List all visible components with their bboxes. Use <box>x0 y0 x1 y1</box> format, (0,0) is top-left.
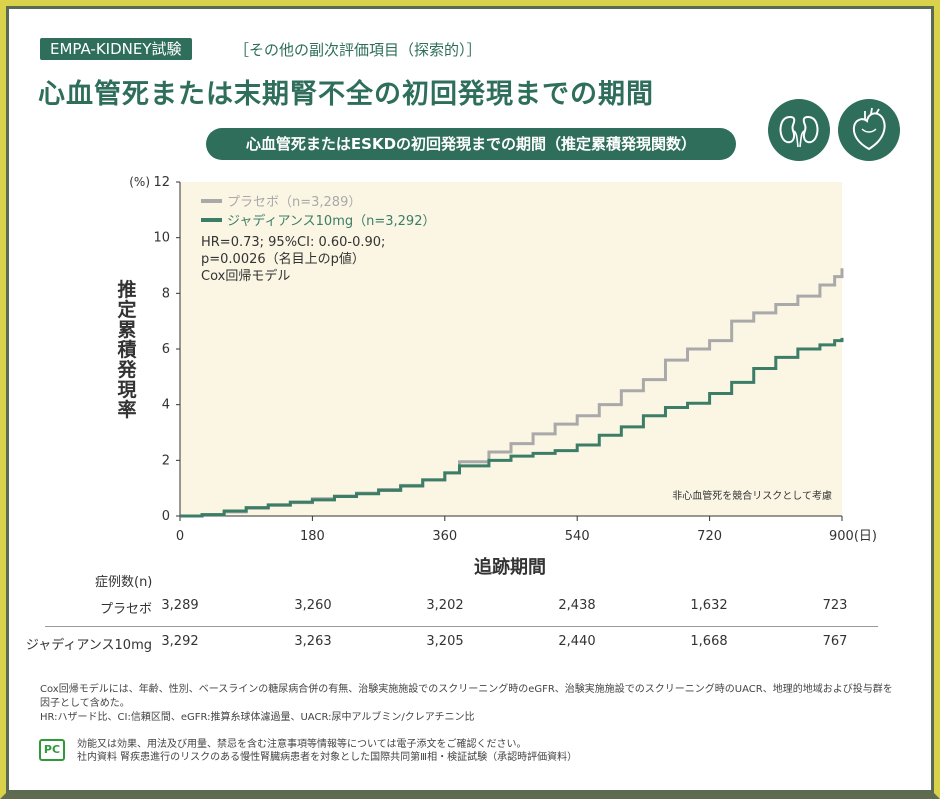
heart-icon <box>838 99 900 161</box>
page-title: 心血管死または末期腎不全の初回発現までの期間 <box>38 79 654 110</box>
risk-cell: 2,438 <box>558 598 596 613</box>
footnote-cox: Cox回帰モデルには、年齢、性別、ベースラインの糖尿病合併の有無、治験実施施設で… <box>40 684 893 709</box>
risk-cell: 3,289 <box>161 598 199 613</box>
risk-cell: 723 <box>822 598 848 613</box>
risk-cell: 3,292 <box>161 634 199 649</box>
cumulative-incidence-chart: 0 2 4 6 8 10 12(%) 0 180 360 540 720 900(日) プラセボ（n=3,… <box>129 175 877 544</box>
stat-annotation: Cox回帰モデル <box>201 268 290 284</box>
footnote-abbreviations: HR:ハザード比、CI:信頼区間、eGFR:推算糸球体濾過量、UACR:尿中アル… <box>40 712 475 723</box>
y-axis-title: 推定累積発現率 <box>117 279 137 421</box>
x-tick-label: 0 <box>176 529 184 544</box>
risk-cell: 2,440 <box>558 634 596 649</box>
footnotes: Cox回帰モデルには、年齢、性別、ベースラインの糖尿病合併の有無、治験実施施設で… <box>40 683 900 725</box>
footer-line-1: 効能又は効果、用法及び用量、禁忌を含む注意事項等情報等については電子添文をご確認… <box>77 739 527 750</box>
risk-cell: 3,202 <box>426 598 464 613</box>
x-tick-label: 900(日) <box>829 529 877 544</box>
y-tick-label: 12 <box>153 175 170 190</box>
legend-label: プラセボ（n=3,289） <box>227 195 361 210</box>
plot-area <box>180 182 842 516</box>
x-tick-label: 180 <box>300 529 325 544</box>
risk-cell: 3,260 <box>294 598 332 613</box>
x-tick-label: 360 <box>432 529 457 544</box>
kidney-icon <box>768 99 830 161</box>
competing-risk-note: 非心血管死を競合リスクとして考慮 <box>672 489 832 502</box>
x-tick-label: 720 <box>697 529 722 544</box>
risk-cell: 3,205 <box>426 634 464 649</box>
risk-cell: 3,263 <box>294 634 332 649</box>
study-subtag: ［その他の副次評価項目（探索的）］ <box>234 41 482 59</box>
y-tick-label: 0 <box>162 509 170 524</box>
pc-logo: PC <box>39 739 65 761</box>
y-tick-label: 8 <box>162 286 170 301</box>
heart-icon-svg <box>852 107 886 151</box>
y-tick-label: 10 <box>153 231 170 246</box>
series-line-jardiance <box>180 337 844 518</box>
study-badge: EMPA-KIDNEY試験 <box>40 38 192 60</box>
chart-subtitle-pill: 心血管死またはESKDの初回発現までの期間（推定累積発現関数） <box>206 128 736 160</box>
x-tick-label: 540 <box>565 529 590 544</box>
risk-cell: 767 <box>822 634 848 649</box>
kidney-icon-svg <box>779 115 819 148</box>
risk-cell: 1,632 <box>690 598 728 613</box>
y-tick-label: 4 <box>162 398 170 413</box>
risk-row-label: ジャディアンス10mg <box>25 638 152 653</box>
inner-frame <box>6 6 934 793</box>
footer: 効能又は効果、用法及び用量、禁忌を含む注意事項等情報等については電子添文をご確認… <box>77 738 577 764</box>
risk-cell: 1,668 <box>690 634 728 649</box>
stat-annotation: HR=0.73; 95%CI: 0.60-0.90; <box>201 235 385 250</box>
x-axis-title: 追跡期間 <box>474 557 546 578</box>
y-unit-label: (%) <box>129 175 150 189</box>
footer-line-2: 社内資料 腎疾患進行のリスクのある慢性腎臓病患者を対象とした国際共同第Ⅲ相・検証… <box>77 752 578 763</box>
risk-table-title: 症例数(n) <box>95 575 153 590</box>
risk-table-divider <box>45 626 878 627</box>
risk-row-label: プラセボ <box>99 602 152 617</box>
stat-annotation: p=0.0026（名目上のp値） <box>201 251 365 267</box>
y-tick-label: 2 <box>162 453 170 468</box>
y-tick-label: 6 <box>162 342 170 357</box>
legend-label: ジャディアンス10mg（n=3,292） <box>227 213 435 229</box>
